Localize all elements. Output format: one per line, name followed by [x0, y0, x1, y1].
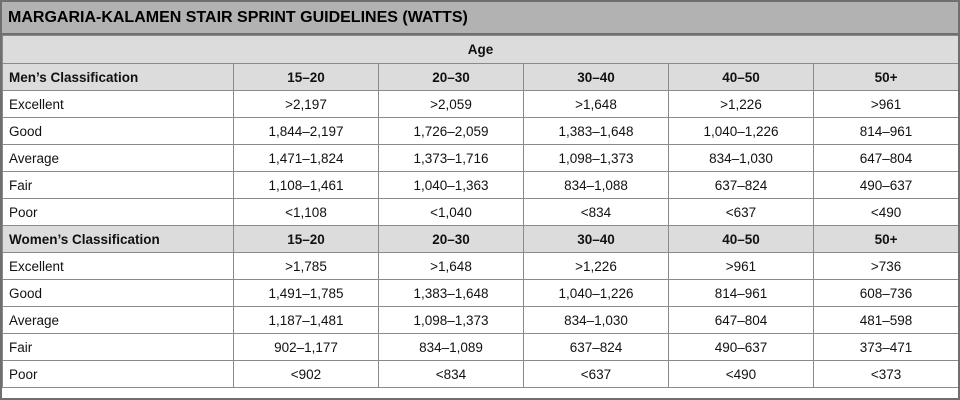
age-header-row: Age	[2, 35, 958, 64]
watts-value-cell: 834–1,088	[523, 171, 669, 199]
age-header: Age	[2, 35, 958, 64]
table-body: Age Men’s Classification 15–20 20–30 30–40 4…	[2, 35, 958, 388]
table-row: Poor <1,108 <1,040 <834 <637 <490	[2, 198, 958, 226]
age-group-header: 40–50	[668, 225, 814, 253]
table-row: Fair 902–1,177 834–1,089 637–824 490–637 373–…	[2, 333, 958, 361]
table-row: Average 1,471–1,824 1,373–1,716 1,098–1,373…	[2, 144, 958, 172]
age-group-header: 50+	[812, 63, 958, 91]
classification-label: Poor	[2, 360, 234, 388]
watts-value-cell: 647–804	[812, 144, 958, 172]
classification-label: Poor	[2, 198, 234, 226]
watts-value-cell: >1,226	[523, 252, 669, 280]
table-row: Fair 1,108–1,461 1,040–1,363 834–1,088 637–8…	[2, 171, 958, 199]
table-row: Average 1,187–1,481 1,098–1,373 834–1,030 64…	[2, 306, 958, 334]
watts-value-cell: 1,040–1,226	[523, 279, 669, 307]
watts-value-cell: >736	[812, 252, 958, 280]
watts-value-cell: >2,197	[233, 90, 379, 118]
watts-value-cell: 834–1,089	[378, 333, 524, 361]
watts-value-cell: 1,726–2,059	[378, 117, 524, 145]
classification-label: Average	[2, 144, 234, 172]
men-classification-header-row: Men’s Classification 15–20 20–30 30–40 40–50…	[2, 63, 958, 91]
age-group-header: 30–40	[523, 63, 669, 91]
watts-value-cell: 834–1,030	[668, 144, 814, 172]
watts-value-cell: 1,491–1,785	[233, 279, 379, 307]
age-group-header: 50+	[812, 225, 958, 253]
watts-value-cell: 490–637	[668, 333, 814, 361]
watts-value-cell: <1,040	[378, 198, 524, 226]
watts-value-cell: 1,383–1,648	[378, 279, 524, 307]
watts-value-cell: >2,059	[378, 90, 524, 118]
watts-value-cell: 490–637	[812, 171, 958, 199]
age-group-header: 20–30	[378, 225, 524, 253]
women-classification-header: Women’s Classification	[2, 225, 234, 253]
watts-value-cell: 1,383–1,648	[523, 117, 669, 145]
watts-value-cell: 814–961	[812, 117, 958, 145]
watts-value-cell: 1,040–1,363	[378, 171, 524, 199]
watts-value-cell: 373–471	[812, 333, 958, 361]
age-group-header: 15–20	[233, 63, 379, 91]
watts-value-cell: <834	[378, 360, 524, 388]
classification-label: Excellent	[2, 90, 234, 118]
classification-label: Average	[2, 306, 234, 334]
watts-value-cell: 1,844–2,197	[233, 117, 379, 145]
table-row: Poor <902 <834 <637 <490 <373	[2, 360, 958, 388]
classification-label: Fair	[2, 333, 234, 361]
watts-value-cell: >1,785	[233, 252, 379, 280]
classification-label: Excellent	[2, 252, 234, 280]
watts-value-cell: >961	[668, 252, 814, 280]
watts-value-cell: 647–804	[668, 306, 814, 334]
table-title: MARGARIA-KALAMEN STAIR SPRINT GUIDELINES…	[2, 2, 958, 35]
watts-value-cell: >1,648	[378, 252, 524, 280]
watts-value-cell: 1,373–1,716	[378, 144, 524, 172]
watts-value-cell: 1,187–1,481	[233, 306, 379, 334]
watts-value-cell: 902–1,177	[233, 333, 379, 361]
watts-value-cell: 1,108–1,461	[233, 171, 379, 199]
watts-value-cell: 608–736	[812, 279, 958, 307]
watts-value-cell: 1,040–1,226	[668, 117, 814, 145]
women-classification-header-row: Women’s Classification 15–20 20–30 30–40 40–…	[2, 225, 958, 253]
watts-value-cell: <902	[233, 360, 379, 388]
watts-value-cell: <490	[668, 360, 814, 388]
table-row: Excellent >2,197 >2,059 >1,648 >1,226 >961	[2, 90, 958, 118]
men-classification-header: Men’s Classification	[2, 63, 234, 91]
age-group-header: 40–50	[668, 63, 814, 91]
classification-label: Good	[2, 279, 234, 307]
age-group-header: 15–20	[233, 225, 379, 253]
watts-value-cell: 1,098–1,373	[378, 306, 524, 334]
watts-value-cell: <1,108	[233, 198, 379, 226]
classification-label: Fair	[2, 171, 234, 199]
watts-value-cell: 814–961	[668, 279, 814, 307]
watts-value-cell: 637–824	[523, 333, 669, 361]
watts-value-cell: 637–824	[668, 171, 814, 199]
watts-value-cell: <834	[523, 198, 669, 226]
watts-value-cell: 481–598	[812, 306, 958, 334]
watts-value-cell: <373	[812, 360, 958, 388]
guidelines-table: Age Men’s Classification 15–20 20–30 30–40 4…	[2, 35, 958, 388]
watts-value-cell: 834–1,030	[523, 306, 669, 334]
table-row: Good 1,491–1,785 1,383–1,648 1,040–1,226 814…	[2, 279, 958, 307]
watts-value-cell: 1,471–1,824	[233, 144, 379, 172]
age-group-header: 30–40	[523, 225, 669, 253]
classification-label: Good	[2, 117, 234, 145]
watts-value-cell: <637	[668, 198, 814, 226]
watts-value-cell: >1,648	[523, 90, 669, 118]
table-row: Good 1,844–2,197 1,726–2,059 1,383–1,648 1,0…	[2, 117, 958, 145]
watts-value-cell: 1,098–1,373	[523, 144, 669, 172]
watts-value-cell: >1,226	[668, 90, 814, 118]
watts-value-cell: >961	[812, 90, 958, 118]
watts-value-cell: <490	[812, 198, 958, 226]
table-row: Excellent >1,785 >1,648 >1,226 >961 >736	[2, 252, 958, 280]
age-group-header: 20–30	[378, 63, 524, 91]
watts-value-cell: <637	[523, 360, 669, 388]
